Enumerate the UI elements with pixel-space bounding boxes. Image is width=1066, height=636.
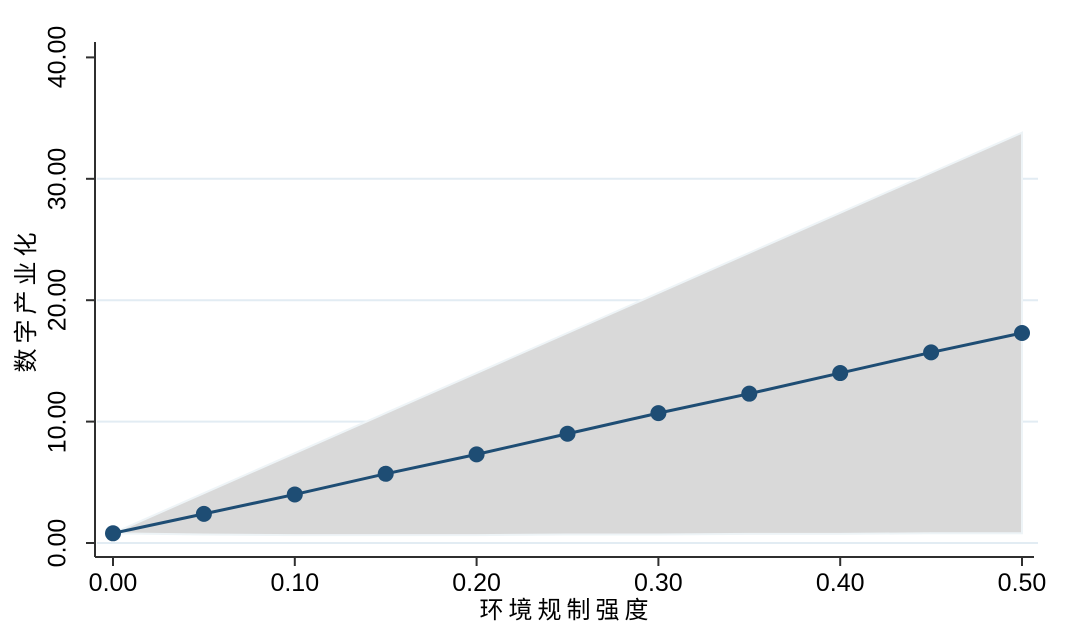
x-tick-label: 0.00	[88, 569, 138, 597]
y-tick-label: 30.00	[43, 147, 72, 211]
x-tick-label: 0.20	[452, 569, 501, 597]
x-tick-label: 0.30	[634, 569, 683, 597]
data-point-marker	[923, 344, 940, 361]
data-point-marker	[741, 385, 758, 402]
data-point-marker	[559, 425, 576, 442]
data-point-marker	[286, 486, 303, 503]
data-point-marker	[650, 405, 667, 422]
data-point-marker	[1014, 324, 1030, 341]
data-point-marker	[377, 465, 394, 482]
x-tick-label: 0.40	[815, 569, 865, 597]
data-point-marker	[195, 505, 212, 522]
y-tick-label: 10.00	[43, 390, 72, 453]
data-point-marker	[832, 365, 849, 382]
data-point-marker	[468, 446, 485, 463]
x-axis-title: 环境规制强度	[479, 597, 654, 624]
confidence-band	[112, 131, 1023, 537]
y-tick-label: 40.00	[43, 26, 72, 89]
y-tick-label: 0.00	[43, 518, 72, 568]
y-axis-title: 数字产业化	[13, 227, 40, 373]
x-tick-label: 0.10	[270, 569, 320, 597]
data-point-marker	[105, 525, 121, 542]
x-tick-label: 0.50	[997, 569, 1047, 597]
y-tick-label: 20.00	[43, 268, 72, 332]
